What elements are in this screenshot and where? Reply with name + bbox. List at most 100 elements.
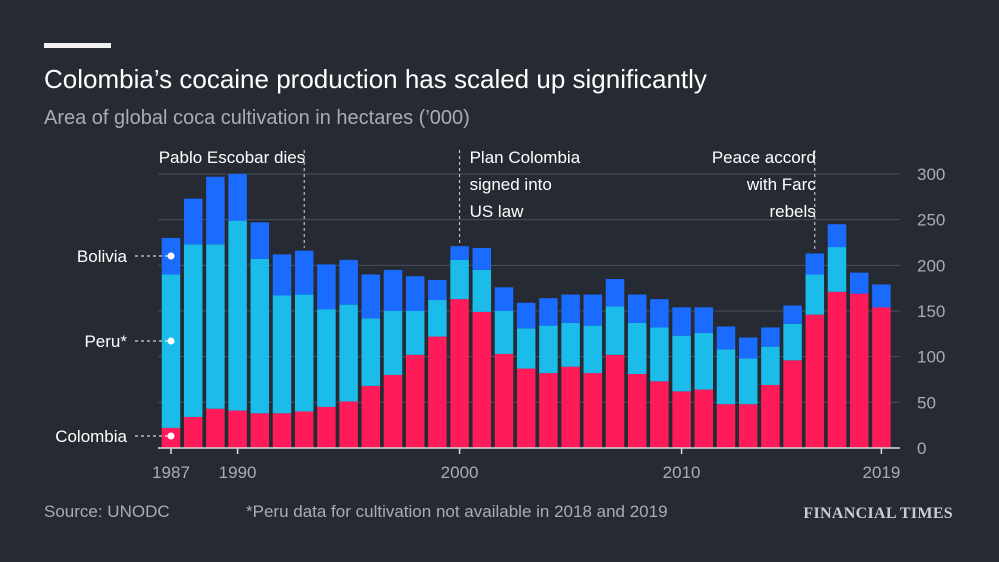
bar-bolivia-1989 bbox=[206, 176, 225, 245]
y-tick-label: 300 bbox=[917, 165, 945, 184]
annotation-label: Pablo Escobar dies bbox=[159, 148, 305, 167]
annotation-label: with Farc bbox=[746, 175, 816, 194]
bar-peru-1995 bbox=[339, 304, 358, 402]
bar-bolivia-2008 bbox=[627, 294, 647, 323]
bar-bolivia-2019 bbox=[872, 284, 891, 308]
annotation-label: US law bbox=[470, 202, 525, 221]
bar-peru-2001 bbox=[472, 269, 492, 312]
x-axis: 1987 1990 2000 2010 2019 bbox=[152, 447, 900, 482]
source-note: Source: UNODC bbox=[44, 502, 170, 521]
bar-peru-1999 bbox=[428, 300, 447, 337]
bar-peru-2009 bbox=[650, 327, 669, 382]
bar-colombia-2015 bbox=[783, 360, 802, 448]
annotation-label: Peace accord bbox=[712, 148, 816, 167]
bar-colombia-1998 bbox=[405, 354, 425, 448]
bar-bolivia-1992 bbox=[272, 254, 292, 296]
bar-colombia-1990 bbox=[228, 410, 247, 448]
annotation-label: signed into bbox=[470, 175, 552, 194]
bar-peru-2017 bbox=[827, 247, 847, 292]
y-tick-label: 50 bbox=[917, 393, 936, 412]
bar-colombia-1997 bbox=[383, 374, 403, 448]
bar-bolivia-2004 bbox=[539, 298, 558, 326]
bar-bolivia-2018 bbox=[849, 272, 869, 294]
legend-label-peru: Peru* bbox=[84, 332, 127, 351]
x-tick-label: 2010 bbox=[663, 463, 701, 482]
bar-bolivia-2015 bbox=[783, 305, 802, 324]
bar-peru-1993 bbox=[294, 294, 314, 412]
legend-dot bbox=[167, 337, 175, 345]
bars bbox=[161, 174, 891, 448]
bar-colombia-2001 bbox=[472, 311, 492, 448]
bar-colombia-2004 bbox=[539, 373, 558, 448]
bar-bolivia-2011 bbox=[694, 307, 714, 333]
bar-peru-1990 bbox=[228, 220, 247, 411]
bar-colombia-1996 bbox=[361, 385, 381, 448]
bar-bolivia-1990 bbox=[228, 174, 247, 221]
bar-peru-2014 bbox=[761, 346, 780, 385]
bar-bolivia-2005 bbox=[561, 294, 580, 323]
bar-peru-2007 bbox=[605, 306, 625, 355]
bar-colombia-1992 bbox=[272, 413, 292, 448]
bar-bolivia-1998 bbox=[405, 276, 425, 311]
x-tick-label: 1987 bbox=[152, 463, 190, 482]
bar-peru-2003 bbox=[516, 328, 536, 369]
bar-bolivia-2000 bbox=[450, 246, 469, 260]
chart-subtitle: Area of global coca cultivation in hecta… bbox=[44, 107, 470, 129]
bar-colombia-1994 bbox=[317, 406, 336, 448]
bar-colombia-1995 bbox=[339, 401, 358, 448]
annotations: Pablo Escobar dies Plan Colombia signed in… bbox=[159, 148, 816, 251]
bar-colombia-2012 bbox=[716, 404, 736, 448]
bar-peru-1988 bbox=[183, 244, 203, 417]
bar-peru-2010 bbox=[672, 335, 691, 392]
bar-peru-1994 bbox=[317, 309, 336, 407]
bar-colombia-1989 bbox=[206, 408, 225, 448]
bar-colombia-2014 bbox=[761, 384, 780, 448]
bar-bolivia-1993 bbox=[294, 250, 314, 295]
bar-colombia-2010 bbox=[672, 391, 691, 448]
bar-colombia-1993 bbox=[294, 411, 314, 448]
y-tick-label: 100 bbox=[917, 348, 945, 367]
bar-bolivia-2007 bbox=[605, 279, 625, 307]
bar-colombia-1988 bbox=[183, 416, 203, 448]
bar-bolivia-2001 bbox=[472, 247, 492, 270]
bar-colombia-2003 bbox=[516, 368, 536, 448]
bar-colombia-2008 bbox=[627, 374, 647, 448]
y-tick-label: 250 bbox=[917, 211, 945, 230]
bar-bolivia-1999 bbox=[428, 279, 447, 301]
bar-peru-2012 bbox=[716, 349, 736, 405]
bar-bolivia-2012 bbox=[716, 326, 736, 350]
y-tick-label: 150 bbox=[917, 302, 945, 321]
bar-peru-1991 bbox=[250, 258, 270, 414]
legend-label-colombia: Colombia bbox=[55, 427, 127, 446]
bar-peru-1989 bbox=[206, 244, 225, 409]
x-tick-label: 1990 bbox=[219, 463, 257, 482]
bar-colombia-2007 bbox=[605, 354, 625, 448]
ft-logo: FINANCIAL TIMES bbox=[803, 505, 953, 522]
footnote: *Peru data for cultivation not available… bbox=[246, 502, 668, 521]
bar-bolivia-1995 bbox=[339, 259, 358, 305]
legend-label-bolivia: Bolivia bbox=[77, 247, 128, 266]
bar-peru-2005 bbox=[561, 322, 580, 367]
bar-bolivia-2003 bbox=[516, 302, 536, 329]
bar-bolivia-2002 bbox=[494, 287, 514, 311]
bar-peru-2016 bbox=[805, 274, 825, 315]
bar-peru-1996 bbox=[361, 318, 381, 386]
ft-top-rule bbox=[44, 43, 111, 48]
annotation-label: Plan Colombia bbox=[470, 148, 581, 167]
bar-colombia-2011 bbox=[694, 389, 714, 448]
bar-bolivia-2006 bbox=[583, 294, 603, 326]
bar-colombia-1999 bbox=[428, 336, 447, 448]
x-tick-label: 2000 bbox=[441, 463, 479, 482]
bar-bolivia-2014 bbox=[761, 327, 780, 347]
bar-bolivia-1997 bbox=[383, 269, 403, 311]
x-tick-label: 2019 bbox=[862, 463, 900, 482]
bar-bolivia-1988 bbox=[183, 198, 203, 245]
bar-peru-1997 bbox=[383, 311, 403, 375]
y-axis: 0 50 100 150 200 250 300 bbox=[917, 165, 945, 458]
bar-colombia-2018 bbox=[849, 293, 869, 448]
y-tick-label: 200 bbox=[917, 256, 945, 275]
bar-bolivia-2017 bbox=[827, 224, 847, 248]
bar-colombia-2013 bbox=[738, 404, 758, 448]
bar-colombia-2019 bbox=[872, 307, 891, 448]
